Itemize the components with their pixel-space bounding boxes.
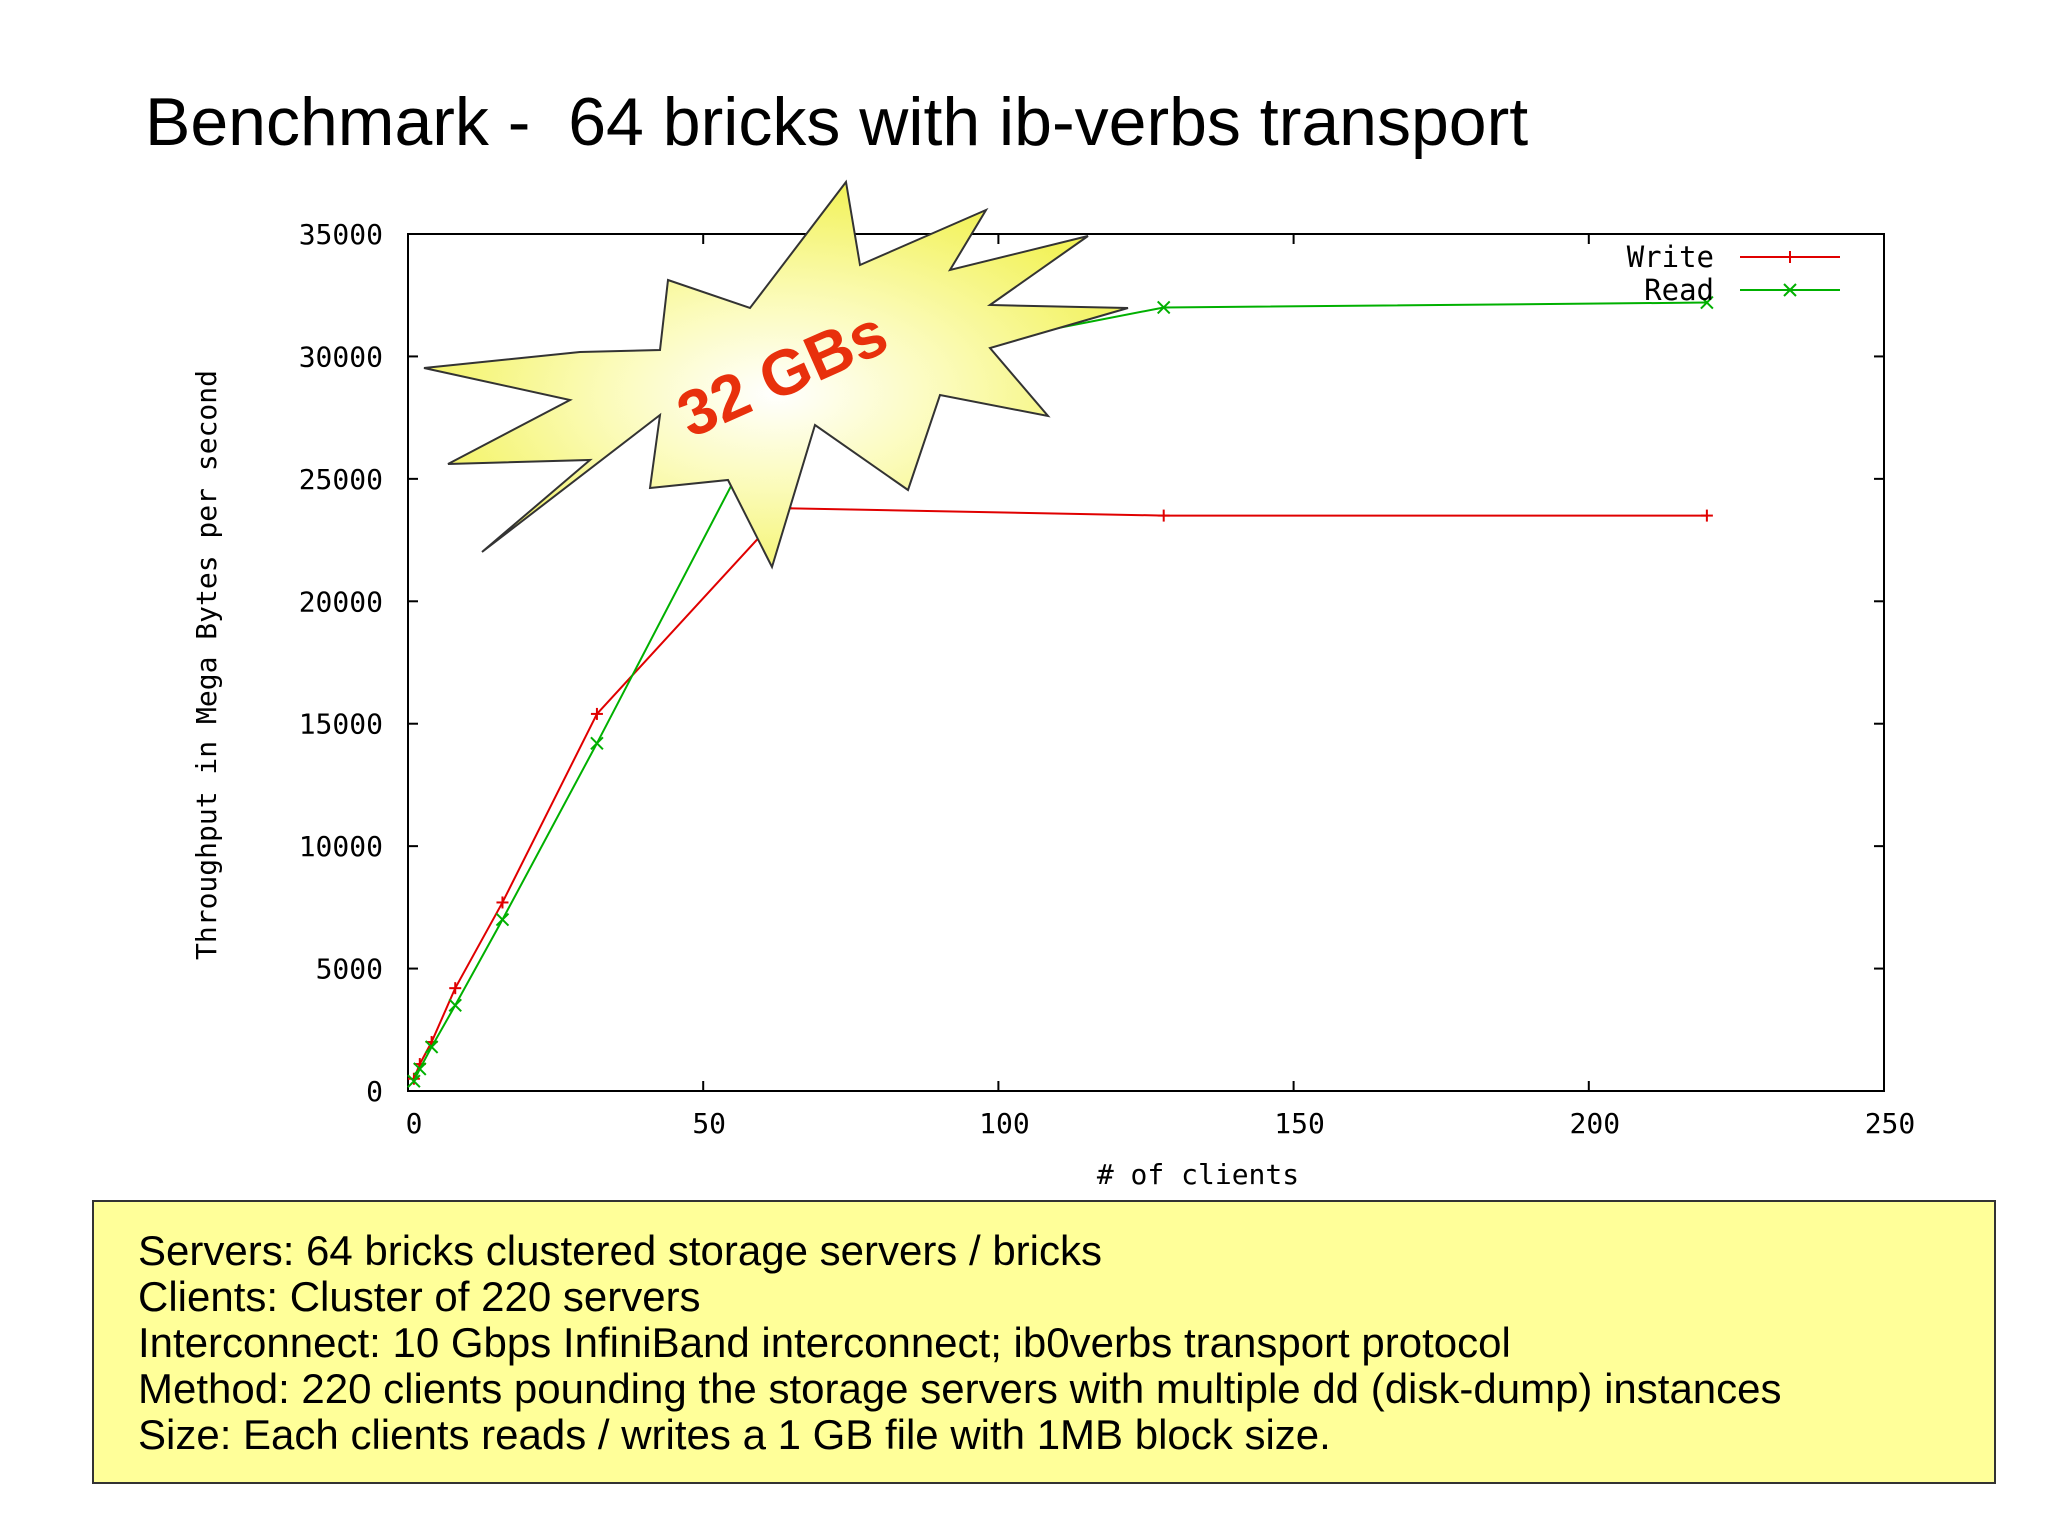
data-point-read [407, 1074, 421, 1088]
x-tick-label: 0 [406, 1107, 423, 1140]
y-tick-label: 10000 [299, 830, 383, 863]
info-interconnect-line: Interconnect: 10 Gbps InfiniBand interco… [138, 1319, 1511, 1366]
plot-frame [407, 233, 1885, 1092]
y-tick-label: 5000 [316, 953, 383, 986]
data-point-read [448, 998, 462, 1013]
legend-marker-read [1783, 283, 1797, 297]
data-point-read [1157, 300, 1171, 315]
y-axis-title: Throughput in Mega Bytes per second [190, 370, 223, 960]
slide-title: Benchmark - 64 bricks with ib-verbs tran… [145, 84, 1529, 160]
y-tick-label: 0 [366, 1075, 383, 1108]
series-line-write [412, 507, 1707, 1080]
y-tick-label: 15000 [299, 708, 383, 741]
legend-label-write: Write [1627, 240, 1714, 274]
y-tick-label: 35000 [299, 218, 383, 251]
data-point-read [413, 1062, 427, 1076]
x-tick-label: 150 [1274, 1107, 1325, 1140]
benchmark-info-box: Servers: 64 bricks clustered storage ser… [92, 1200, 1996, 1484]
x-tick-label: 200 [1570, 1107, 1621, 1140]
chart-axes: 0 50 100 150 200 250 0 5000 10000 15000 20000 25000… [190, 218, 1915, 1191]
info-method-line: Method: 220 clients pounding the storage… [138, 1365, 1782, 1412]
x-axis-title: # of clients [1097, 1158, 1299, 1191]
info-size-line: Size: Each clients reads / writes a 1 GB… [138, 1411, 1331, 1458]
data-point-read [495, 912, 510, 927]
callout-burst: 32 GBs [423, 179, 1129, 570]
y-tick-label: 20000 [299, 585, 383, 618]
series-write [407, 502, 1713, 1085]
legend-label-read: Read [1644, 273, 1714, 307]
info-clients-line: Clients: Cluster of 220 servers [138, 1273, 701, 1320]
y-tick-label: 30000 [299, 340, 383, 373]
starburst-shape [423, 179, 1129, 570]
y-tick-label: 25000 [299, 463, 383, 496]
info-servers-line: Servers: 64 bricks clustered storage ser… [138, 1227, 1102, 1274]
x-tick-label: 100 [979, 1107, 1030, 1140]
data-point-read [1700, 295, 1714, 310]
data-point-read [590, 736, 604, 751]
x-tick-label: 50 [692, 1107, 726, 1140]
x-tick-label: 250 [1865, 1107, 1916, 1140]
data-point-read [424, 1040, 439, 1054]
